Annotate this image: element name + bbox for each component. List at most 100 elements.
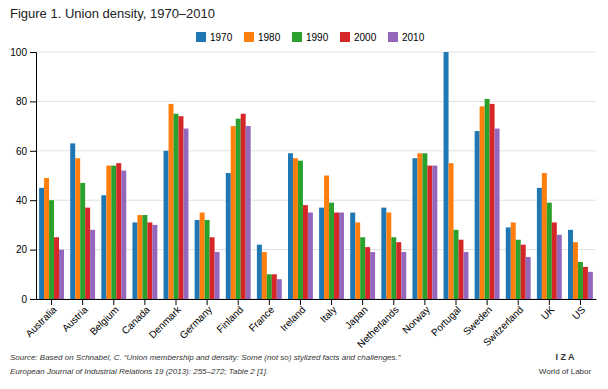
y-tick-mark [30, 52, 36, 53]
bar [417, 153, 422, 299]
y-tick-mark [30, 299, 36, 300]
bar [578, 262, 583, 299]
bar [121, 171, 126, 299]
x-tick: Japan [343, 299, 370, 331]
annotation: World of Labor [539, 367, 592, 376]
x-tick: US [570, 299, 588, 322]
bar [111, 166, 116, 299]
title: Figure 1. Union density, 1970–2010 [10, 6, 215, 21]
bar [200, 213, 205, 299]
bar [236, 119, 241, 299]
series [59, 126, 593, 299]
x-tick: Ireland [278, 299, 307, 333]
y-tick-label: 20 [16, 244, 28, 255]
legend-swatch [340, 32, 350, 42]
bar [449, 163, 454, 299]
bar [137, 215, 142, 299]
bar [355, 222, 360, 299]
x-tick: Norway [400, 299, 432, 336]
x-tick-label: Japan [343, 304, 370, 331]
x-tick: France [247, 299, 277, 334]
bar [44, 178, 49, 299]
bar [537, 188, 542, 299]
series [54, 104, 588, 299]
bar [422, 153, 427, 299]
bar [183, 129, 188, 299]
legend-swatch [196, 32, 206, 42]
bar [365, 247, 370, 299]
chart: Figure 1. Union density, 1970–2010 0 20 40 6… [0, 0, 608, 389]
x-tick-label: Netherlands [355, 304, 401, 350]
bar [386, 213, 391, 299]
bar [75, 158, 80, 299]
x-tick: Switzerland [481, 299, 525, 348]
x-tick: Australia [23, 299, 59, 339]
legend: 19701980199020002010 [196, 32, 425, 43]
x-tick-mark [331, 299, 332, 305]
bar [475, 131, 480, 299]
bar [241, 114, 246, 299]
bar [85, 208, 90, 299]
bar [178, 116, 183, 299]
x-tick-mark [518, 299, 519, 305]
x-tick-label: Australia [23, 304, 59, 340]
bar [427, 166, 432, 299]
legend-item: 2000 [340, 32, 377, 43]
x-tick-mark [549, 299, 550, 305]
annotation: Source: Based on Schnabel, C. “Union mem… [10, 353, 401, 362]
bar [164, 151, 169, 299]
y-tick-mark [30, 200, 36, 201]
bar [39, 188, 44, 299]
grid [36, 52, 596, 299]
legend-item: 1970 [196, 32, 233, 43]
x-tick-label: Finland [214, 304, 245, 335]
bar [272, 274, 277, 299]
y-axis-line [30, 53, 37, 300]
x-tick-label: Austria [60, 304, 90, 334]
bar [444, 52, 449, 299]
legend-label: 2010 [402, 32, 425, 43]
bar [401, 252, 406, 299]
x-tick: Austria [60, 299, 90, 334]
annotation: I Z A [555, 352, 575, 362]
bar [70, 143, 75, 299]
bar [142, 215, 147, 299]
bar [267, 274, 272, 299]
bar [205, 220, 210, 299]
x-tick-label: Portugal [429, 304, 463, 338]
x-tick-mark [113, 299, 114, 305]
y-tick-label: 80 [16, 96, 28, 107]
x-tick-mark [144, 299, 145, 305]
x-tick: Belgium [88, 299, 121, 337]
bar [334, 213, 339, 299]
y-tick-label: 100 [10, 47, 27, 58]
x-tick-mark [82, 299, 83, 305]
y-tick-label: 40 [16, 195, 28, 206]
x-tick-label: France [247, 304, 277, 334]
bar [490, 104, 495, 299]
bar [370, 252, 375, 299]
y-tick: 0 [21, 294, 36, 305]
bar [288, 153, 293, 299]
legend-item: 2010 [388, 32, 425, 43]
y-axis: 0 20 40 60 80 100 [10, 47, 36, 305]
series [49, 99, 583, 299]
bar [54, 237, 59, 299]
y-tick-mark [30, 101, 36, 102]
bar [350, 213, 355, 299]
legend-swatch [244, 32, 254, 42]
bar [262, 252, 267, 299]
bar [147, 222, 152, 299]
bar [339, 213, 344, 299]
bar [226, 173, 231, 299]
bar [485, 99, 490, 299]
bar [329, 203, 334, 299]
x-tick-label: US [570, 304, 588, 322]
legend-item: 1980 [244, 32, 281, 43]
x-tick-label: Switzerland [481, 304, 525, 348]
y-tick-label: 60 [16, 146, 28, 157]
bar [152, 225, 157, 299]
bar [458, 240, 463, 299]
x-tick-mark [393, 299, 394, 305]
x-tick-label: Italy [318, 304, 339, 325]
